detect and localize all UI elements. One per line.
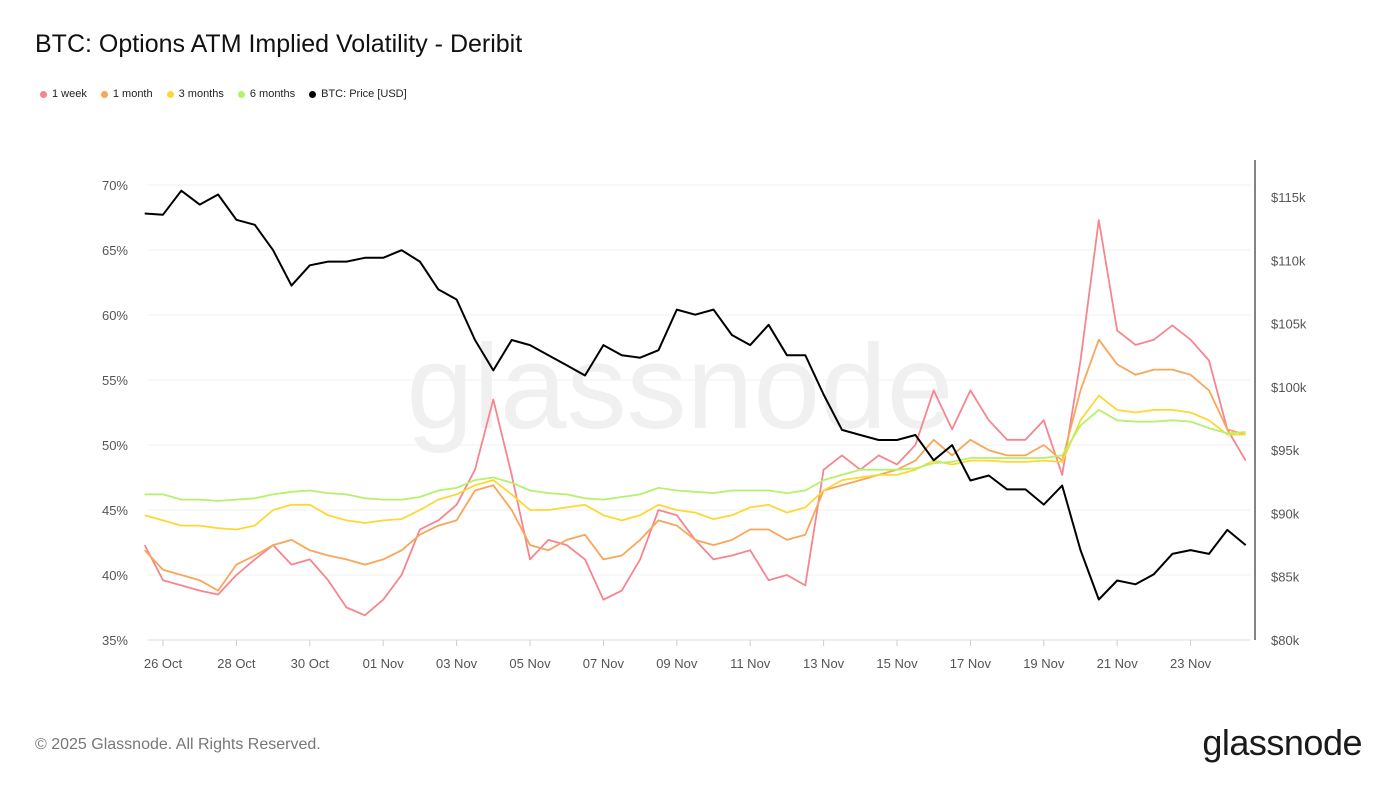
gridlines bbox=[148, 184, 1250, 641]
glassnode-logo: glassnode bbox=[1202, 722, 1362, 763]
x-tick-label: 09 Nov bbox=[656, 656, 698, 671]
legend-item[interactable]: 1 week bbox=[40, 88, 87, 100]
y-right-tick-label: $100k bbox=[1271, 380, 1307, 395]
legend-swatch bbox=[237, 90, 245, 98]
x-tick-label: 28 Oct bbox=[217, 656, 256, 671]
series-line-6-months bbox=[144, 409, 1246, 502]
y-right-tick-label: $85k bbox=[1271, 570, 1300, 585]
y-left-tick-label: 55% bbox=[102, 373, 128, 388]
y-left-tick-label: 60% bbox=[102, 308, 128, 323]
series-line-3-months bbox=[144, 394, 1246, 531]
y-left-tick-label: 65% bbox=[102, 243, 128, 258]
x-tick-label: 11 Nov bbox=[730, 656, 771, 671]
legend-label: 1 month bbox=[112, 88, 153, 100]
x-tick-label: 23 Nov bbox=[1170, 656, 1212, 671]
legend-item[interactable]: 3 months bbox=[166, 88, 224, 100]
legend-label: 6 months bbox=[249, 88, 296, 100]
x-tick-label: 15 Nov bbox=[876, 656, 918, 671]
y-right-tick-label: $115k bbox=[1271, 190, 1306, 205]
copyright: © 2025 Glassnode. All Rights Reserved. bbox=[35, 736, 321, 753]
legend-swatch bbox=[166, 90, 174, 98]
y-left-tick-label: 40% bbox=[102, 568, 128, 583]
legend-item[interactable]: 6 months bbox=[237, 88, 296, 100]
series-lines bbox=[143, 189, 1247, 617]
y-left-tick-label: 35% bbox=[102, 633, 128, 648]
x-tick-label: 26 Oct bbox=[144, 656, 183, 671]
watermark: glassnode bbox=[406, 320, 953, 454]
axes: 35% 40% 45% 50% 55% 60% 65% 70% $80k $85k $90k $95k… bbox=[102, 178, 1307, 671]
y-left-tick-label: 45% bbox=[102, 503, 128, 518]
y-right-tick-label: $95k bbox=[1271, 443, 1300, 458]
legend-item[interactable]: BTC: Price [USD] bbox=[309, 88, 407, 100]
series-line-btc-price-usd bbox=[144, 189, 1247, 601]
x-tick-label: 03 Nov bbox=[436, 656, 478, 671]
x-tick-label: 21 Nov bbox=[1097, 656, 1139, 671]
x-tick-label: 19 Nov bbox=[1023, 656, 1065, 671]
y-right-tick-label: $105k bbox=[1271, 317, 1307, 332]
x-tick-label: 01 Nov bbox=[363, 656, 405, 671]
legend-swatch bbox=[100, 90, 108, 98]
legend-label: 1 week bbox=[52, 88, 87, 100]
legend: 1 week 1 month 3 months 6 months BTC: Pr… bbox=[40, 88, 407, 100]
legend-item[interactable]: 1 month bbox=[100, 88, 153, 100]
x-tick-label: 17 Nov bbox=[950, 656, 992, 671]
y-left-tick-label: 50% bbox=[102, 438, 128, 453]
x-tick-label: 13 Nov bbox=[803, 656, 845, 671]
y-right-tick-label: $90k bbox=[1271, 506, 1300, 521]
legend-swatch bbox=[40, 90, 47, 98]
legend-label: BTC: Price [USD] bbox=[321, 88, 407, 100]
y-right-tick-label: $80k bbox=[1271, 633, 1300, 648]
legend-label: 3 months bbox=[178, 88, 224, 100]
x-tick-label: 07 Nov bbox=[583, 656, 625, 671]
chart-title: BTC: Options ATM Implied Volatility - De… bbox=[35, 30, 523, 58]
y-right-tick-label: $110k bbox=[1271, 253, 1306, 268]
x-tick-label: 30 Oct bbox=[291, 656, 330, 671]
x-tick-label: 05 Nov bbox=[509, 656, 551, 671]
legend-swatch bbox=[309, 90, 317, 98]
y-left-tick-label: 70% bbox=[102, 178, 128, 193]
